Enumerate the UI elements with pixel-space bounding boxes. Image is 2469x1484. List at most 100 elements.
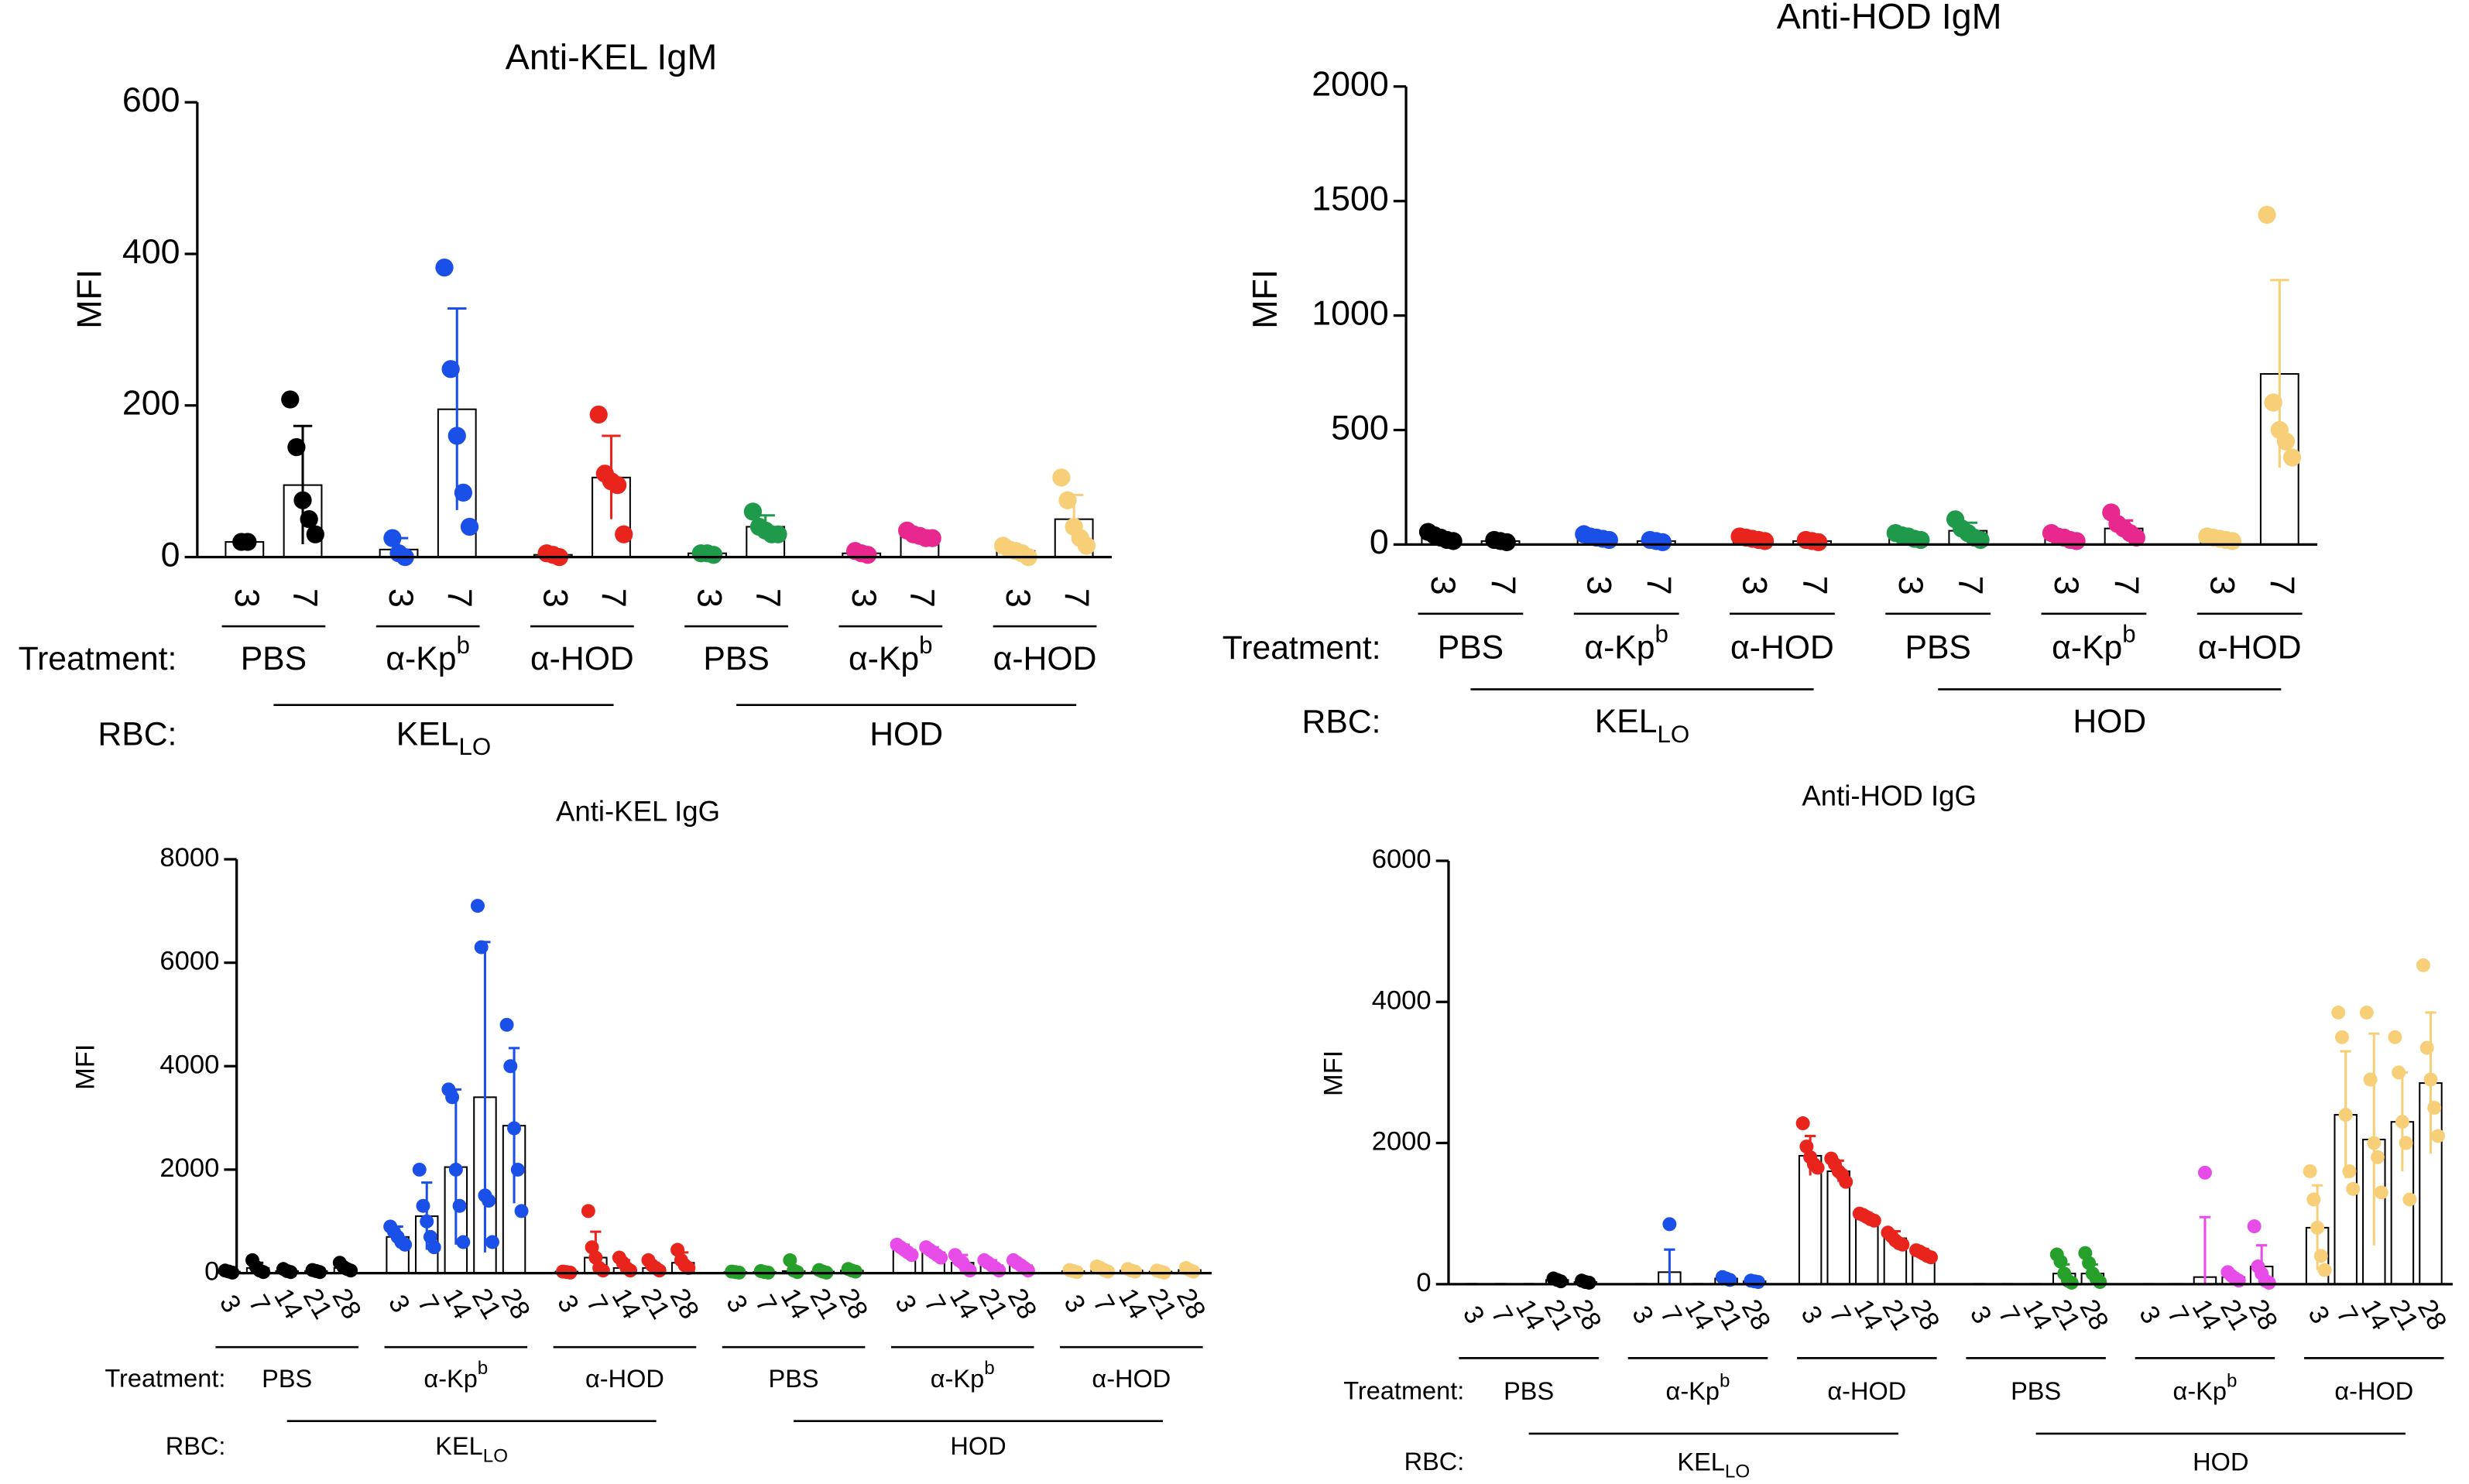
x-tick-label: 3 [551,1290,585,1318]
data-point [923,529,941,547]
y-tick-label: 1000 [1312,294,1388,332]
error-bar [448,307,467,510]
treatment-name: α-Kpb [2173,1371,2238,1405]
data-point [1839,1174,1853,1189]
x-tick-label: 28 [664,1284,705,1324]
data-point [2331,1005,2346,1020]
data-point [398,1237,413,1252]
x-tick-label: 7 [595,588,633,608]
x-tick-label: 3 [720,1290,753,1318]
treatment-name: PBS [262,1364,312,1392]
data-point [452,1198,467,1213]
data-point [1867,1213,1881,1228]
data-point [1600,530,1618,550]
data-point [1755,532,1775,550]
data-point [743,502,763,521]
data-point [448,427,466,445]
x-tick-label: 7 [1057,588,1095,608]
data-point [2303,1164,2317,1178]
data-point [306,525,324,543]
treatment-text: α-Kp [2173,1377,2227,1405]
data-point [1923,1250,1938,1265]
data-point [420,1214,434,1229]
y-tick-label: 600 [122,81,180,119]
y-tick-label: 8000 [159,843,219,872]
data-point [499,1017,514,1032]
treatment-text: PBS [769,1364,819,1392]
y-tick-label: 1500 [1312,180,1388,218]
rbc-text: KEL [1595,703,1658,740]
error-bar [2199,1215,2211,1284]
data-point [2419,1040,2434,1055]
data-point [704,546,723,564]
data-point [2374,1185,2388,1200]
treatment-name: α-Kpb [849,632,933,677]
treatment-label: Treatment: [1343,1377,1464,1405]
y-tick-label: 2000 [1372,1127,1432,1157]
x-tick-label: 3 [536,588,574,608]
y-axis-label: MFI [71,1044,101,1090]
data-point [514,1204,529,1218]
rbc-name: HOD [869,716,943,753]
treatment-name: α-HOD [1730,629,1834,667]
data-point [344,1263,358,1278]
data-point [1895,1237,1910,1252]
data-point [1058,491,1077,509]
x-tick-label: 7 [1483,576,1521,595]
data-point [238,533,257,551]
data-point [470,899,485,913]
treatment-text: PBS [703,640,769,677]
y-tick-label: 200 [122,385,180,423]
data-point [2264,393,2282,412]
data-point [962,1263,977,1278]
treatment-name: PBS [1905,629,1970,667]
error-bar [1664,1248,1675,1284]
data-point [460,517,479,536]
data-point [2258,205,2276,224]
data-point [1128,1264,1143,1279]
treatment-name: PBS [1438,629,1504,667]
data-point [1186,1264,1201,1279]
data-point [615,525,633,543]
rbc-text: KEL [1677,1448,1724,1475]
data-point [2082,1256,2097,1270]
data-point [2363,1072,2378,1087]
x-tick-label: 3 [2047,576,2085,595]
data-point [2282,448,2302,467]
rbc-name: HOD [2073,703,2146,740]
treatment-text: α-HOD [585,1364,664,1392]
y-axis-label: MFI [70,269,108,329]
data-point [412,1162,427,1177]
data-point [859,546,877,564]
treatment-sup: b [478,1358,488,1379]
rbc-label: RBC: [1302,703,1381,740]
x-tick-label: 28 [2412,1294,2452,1335]
data-point [769,525,787,543]
treatment-name: α-HOD [2334,1377,2413,1405]
x-tick-label: 7 [2107,576,2145,595]
rbc-name: KELLO [396,716,491,761]
x-tick-label: 3 [1424,576,1462,595]
data-point [623,1263,638,1278]
data-point [2423,1072,2438,1087]
treatment-sup: b [1720,1371,1730,1392]
data-point [2367,1136,2382,1150]
data-point [435,258,454,277]
data-point [2064,1276,2079,1290]
x-tick-label: 7 [903,588,941,608]
y-tick-label: 0 [1416,1268,1431,1297]
data-point [589,405,608,424]
treatment-text: PBS [2011,1377,2061,1405]
data-point [1912,530,1930,550]
treatment-name: PBS [2011,1377,2061,1405]
treatment-name: α-Kpb [2052,621,2136,667]
treatment-text: α-Kp [931,1364,984,1392]
data-point [1809,533,1828,552]
data-point [474,940,489,954]
rbc-text: KEL [396,716,459,753]
treatment-name: α-HOD [2198,629,2302,667]
x-tick-label: 3 [845,588,883,608]
rbc-label: RBC: [166,1432,226,1460]
treatment-name: α-HOD [1827,1377,1906,1405]
